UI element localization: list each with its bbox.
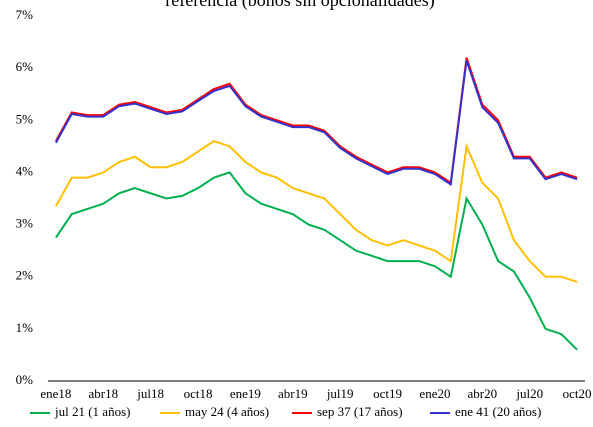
x-tick-label: oct19 bbox=[373, 386, 402, 401]
legend-label: ene 41 (20 años) bbox=[455, 404, 541, 419]
x-tick-label: ene20 bbox=[419, 386, 450, 401]
series-line bbox=[55, 140, 578, 283]
legend-label: sep 37 (17 años) bbox=[317, 404, 403, 419]
x-tick-label: abr18 bbox=[88, 386, 118, 401]
x-tick-label: ene18 bbox=[40, 386, 71, 401]
x-tick-label: oct20 bbox=[563, 386, 592, 401]
legend-label: may 24 (4 años) bbox=[185, 404, 269, 419]
x-tick-label: abr20 bbox=[468, 386, 498, 401]
y-tick-label: 5% bbox=[16, 111, 34, 126]
x-tick-label: jul19 bbox=[326, 386, 354, 401]
y-tick-label: 3% bbox=[16, 216, 34, 231]
y-tick-label: 6% bbox=[16, 59, 34, 74]
x-tick-label: oct18 bbox=[184, 386, 213, 401]
y-tick-label: 4% bbox=[16, 163, 34, 178]
x-tick-label: abr19 bbox=[278, 386, 308, 401]
series-line bbox=[55, 60, 578, 187]
x-tick-label: ene19 bbox=[230, 386, 261, 401]
y-tick-label: 7% bbox=[16, 7, 34, 22]
y-tick-label: 2% bbox=[16, 268, 34, 283]
x-tick-label: jul18 bbox=[136, 386, 164, 401]
chart-title: referencia (bonos sin opcionalidades) bbox=[165, 0, 434, 11]
series-line bbox=[55, 57, 578, 185]
series-line bbox=[55, 171, 578, 351]
y-tick-label: 1% bbox=[16, 320, 34, 335]
x-tick-label: jul20 bbox=[515, 386, 543, 401]
legend-label: jul 21 (1 años) bbox=[54, 404, 130, 419]
y-tick-label: 0% bbox=[16, 372, 34, 387]
